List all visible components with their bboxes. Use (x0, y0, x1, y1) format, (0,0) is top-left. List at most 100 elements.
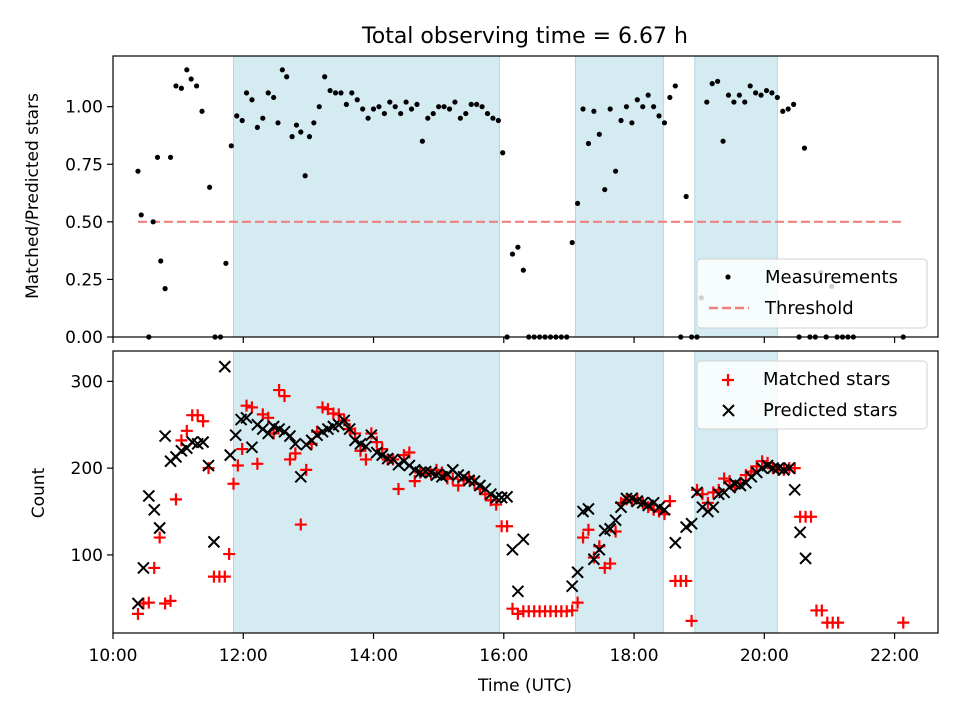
measurement-point (736, 92, 742, 98)
matched-stars-point (251, 457, 264, 470)
legend-matched-label: Matched stars (763, 369, 890, 390)
measurement-point (484, 110, 491, 117)
measurement-point (515, 244, 521, 250)
measurement-point (725, 92, 732, 98)
top-y-axis: 0.00 0.25 0.50 0.75 1.00 (65, 98, 113, 348)
matched-stars-point (511, 607, 524, 620)
bottom-y-axis: 100 200 300 (71, 372, 113, 566)
predicted-stars-point (131, 597, 145, 610)
x-tick-label: 12:00 (219, 646, 268, 666)
predicted-stars-point (310, 428, 324, 442)
measurement-point (279, 67, 285, 73)
matched-stars-point (142, 596, 155, 609)
predicted-stars-point (457, 470, 470, 484)
measurement-point (607, 106, 613, 112)
predicted-stars-point (517, 533, 530, 546)
predicted-stars-point (359, 440, 373, 453)
legend-threshold-label: Threshold (764, 298, 854, 319)
measurement-point (173, 83, 179, 89)
predicted-stars-point (565, 579, 579, 593)
measurement-point (316, 104, 322, 110)
predicted-stars-point (603, 522, 617, 536)
measurement-point (306, 134, 313, 140)
matched-stars-point (490, 498, 503, 511)
measurement-point (634, 97, 640, 103)
matched-stars-point (332, 408, 345, 421)
measurement-point (188, 76, 194, 82)
matched-stars-point (245, 401, 258, 414)
measurement-point (490, 115, 496, 121)
bottom-y-axis-label: Count (29, 467, 49, 518)
measurement-point (322, 74, 328, 80)
measurement-point (520, 267, 526, 273)
matched-stars-point (175, 434, 188, 447)
matched-stars-point (236, 443, 249, 456)
measurement-point (376, 104, 382, 110)
predicted-stars-point (153, 521, 166, 535)
x-tick-label: 18:00 (610, 646, 659, 666)
measurement-point (298, 129, 304, 135)
measurement-point (354, 97, 360, 103)
measurement-point (150, 219, 156, 225)
matched-stars-point (566, 604, 579, 617)
predicted-stars-point (489, 491, 503, 504)
predicted-stars-point (473, 479, 487, 492)
measurement-point (704, 99, 710, 105)
matched-stars-point (680, 574, 693, 587)
matched-stars-point (169, 493, 182, 506)
top-panel: 0.00 0.25 0.50 0.75 1.00 Matched/Predicted s… (23, 55, 939, 348)
predicted-stars-point (148, 503, 161, 516)
predicted-stars-point (142, 489, 156, 503)
predicted-stars-point (348, 434, 362, 447)
measurement-point (441, 104, 447, 110)
predicted-stars-point (587, 553, 601, 566)
predicted-stars-point (343, 422, 356, 436)
y-tick-label: 200 (71, 459, 103, 479)
matched-stars-point (218, 570, 231, 583)
matched-stars-point (604, 557, 617, 570)
matched-stars-point (148, 561, 161, 574)
measurement-point (265, 90, 271, 96)
measurement-point (343, 101, 349, 107)
matched-stars-point (180, 424, 193, 437)
measurement-point (370, 106, 377, 112)
measurement-point (414, 101, 420, 107)
measurement-point (720, 138, 726, 144)
matched-stars-point (164, 594, 177, 607)
predicted-stars-point (669, 536, 682, 549)
bottom-legend: Matched stars Predicted stars (696, 360, 928, 430)
measurement-point (162, 286, 168, 292)
predicted-stars-point (783, 461, 796, 475)
measurement-point (602, 186, 608, 193)
measurement-point (585, 140, 592, 147)
predicted-stars-point (137, 561, 150, 575)
predicted-stars-point (262, 427, 275, 440)
matched-stars-point (273, 384, 286, 397)
matched-stars-point (153, 531, 166, 544)
measurement-point (780, 108, 786, 114)
predicted-stars-point (283, 429, 297, 443)
predicted-stars-point (158, 429, 172, 443)
predicted-stars-point (679, 520, 693, 534)
y-tick-label: 1.00 (65, 98, 103, 118)
top-shaded-regions (232, 55, 778, 338)
predicted-stars-point (506, 543, 519, 556)
x-tick-label: 14:00 (349, 646, 398, 666)
measurement-point (436, 104, 442, 110)
predicted-stars-point (289, 437, 302, 451)
predicted-stars-point (484, 487, 497, 501)
measurement-point (763, 87, 770, 94)
legend-matched-marker (722, 374, 734, 386)
top-plot-frame (112, 55, 939, 338)
shaded-interval (574, 55, 664, 338)
legend-measurements-label: Measurements (765, 267, 898, 288)
measurement-point (249, 97, 255, 103)
x-tick-label: 20:00 (740, 646, 789, 666)
matched-stars-point (300, 463, 313, 476)
matched-stars-point (506, 602, 519, 615)
measurement-point (178, 85, 184, 91)
predicted-stars-point (511, 585, 525, 598)
x-axis-label: Time (UTC) (477, 676, 572, 696)
measurement-point (509, 251, 516, 257)
matched-stars-point (685, 614, 698, 627)
